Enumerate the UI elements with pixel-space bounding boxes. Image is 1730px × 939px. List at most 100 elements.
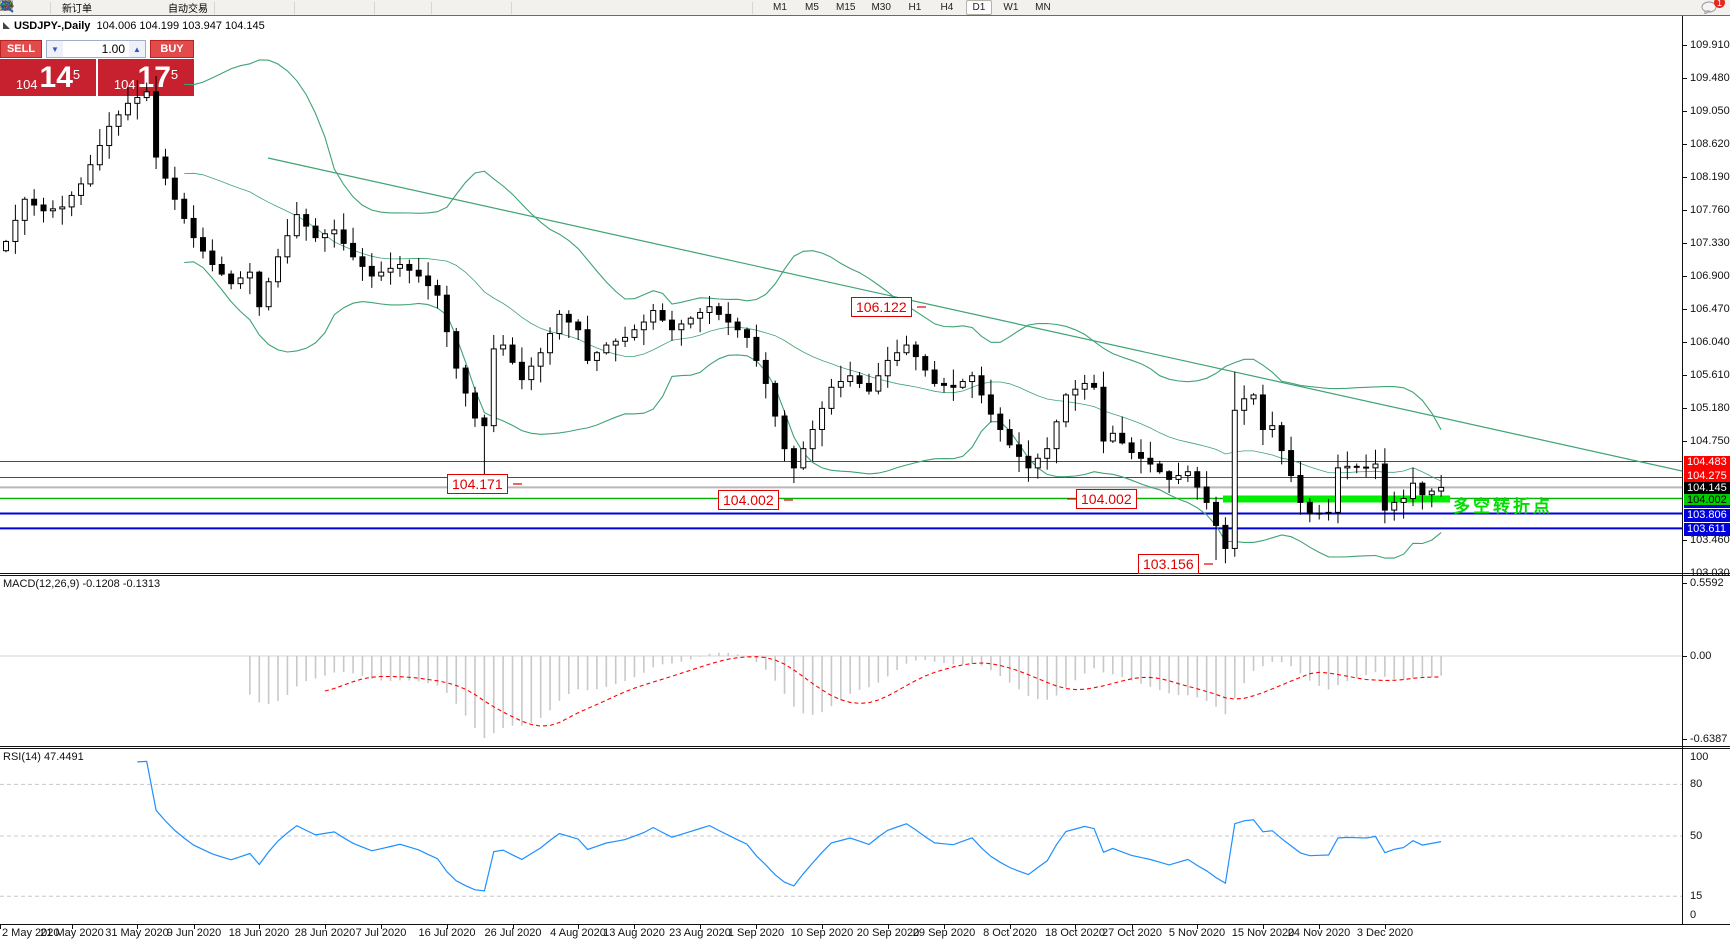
macd-axis-tick [1683, 656, 1687, 657]
price-line-label: 103.611 [1684, 523, 1730, 536]
price-axis-label: 106.900 [1690, 270, 1730, 282]
time-axis-label: 7 Jul 2020 [355, 927, 407, 939]
autotrade-label: 自动交易 [168, 4, 208, 15]
price-axis-label: 109.910 [1690, 39, 1730, 51]
sell-button[interactable]: SELL [0, 40, 42, 58]
volume-increase-button[interactable]: ▲ [129, 41, 145, 57]
time-axis-label: 13 Aug 2020 [603, 927, 665, 939]
macd-panel-separator[interactable] [0, 573, 1730, 576]
time-axis-tick [1319, 925, 1320, 929]
text-icon[interactable]: A [2, 0, 703, 15]
timeframe-w1[interactable]: W1 [1003, 2, 1019, 13]
rsi-axis-label: 0 [1690, 909, 1697, 921]
buy-price-int: 104 [113, 77, 136, 92]
time-axis-tick [1132, 925, 1133, 929]
volume-input[interactable] [63, 41, 129, 57]
time-axis-label: 18 Oct 2020 [1045, 927, 1105, 939]
time-axis-tick [634, 925, 635, 929]
new-order-label: 新订单 [62, 4, 92, 15]
price-axis-tick [1683, 309, 1687, 310]
timeframe-m30[interactable]: M30 [871, 2, 891, 13]
rsi-panel-separator[interactable] [0, 746, 1730, 749]
time-axis-tick [1010, 925, 1011, 929]
price-axis-label: 109.480 [1690, 72, 1730, 84]
time-axis-label: 2 May 2020 [2, 927, 60, 939]
time-axis-tick [944, 925, 945, 929]
price-axis-tick [1683, 540, 1687, 541]
time-axis-label: 31 May 2020 [105, 927, 169, 939]
volume-stepper: ▼ ▲ [46, 40, 146, 58]
buy-price-big: 17 [137, 61, 171, 94]
price-axis-tick [1683, 342, 1687, 343]
volume-decrease-button[interactable]: ▼ [47, 41, 63, 57]
price-annotation: 106.122 [851, 297, 912, 317]
time-axis-label: 24 Nov 2020 [1287, 927, 1351, 939]
time-axis-label: 26 Jul 2020 [484, 927, 542, 939]
time-axis-tick [325, 925, 326, 929]
time-axis-tick [1385, 925, 1386, 929]
timeframe-m1[interactable]: M1 [773, 2, 787, 13]
chart-ohlc-values: 104.006 104.199 103.947 104.145 [96, 20, 265, 32]
sell-price-sup: 5 [72, 67, 81, 82]
buy-button[interactable]: BUY [150, 40, 194, 58]
time-axis-label: 4 Aug 2020 [550, 927, 606, 939]
price-axis-label: 107.330 [1690, 237, 1730, 249]
price-axis-tick [1683, 144, 1687, 145]
chart-corner-icon [3, 22, 10, 29]
timeframe-h4[interactable]: H4 [940, 2, 954, 13]
time-axis-label: 9 Jun 2020 [166, 927, 222, 939]
price-axis-tick [1683, 375, 1687, 376]
time-axis-border [0, 924, 1730, 925]
price-axis-label: 108.620 [1690, 138, 1730, 150]
time-axis-label: 23 Aug 2020 [669, 927, 731, 939]
svg-text:A: A [2, 1, 9, 11]
macd-axis-label: -0.6387 [1690, 733, 1728, 745]
time-axis-label: 20 Sep 2020 [856, 927, 920, 939]
macd-axis-tick [1683, 583, 1687, 584]
price-axis-tick [1683, 111, 1687, 112]
time-axis-tick [822, 925, 823, 929]
time-axis-tick [1075, 925, 1076, 929]
timeframe-h1[interactable]: H1 [908, 2, 922, 13]
price-axis-label: 106.040 [1690, 336, 1730, 348]
time-axis-label: 29 Sep 2020 [912, 927, 976, 939]
price-axis-tick [1683, 276, 1687, 277]
macd-axis-label: 0.5592 [1690, 577, 1724, 589]
price-axis-border [1682, 16, 1683, 924]
sell-price-display[interactable]: 104 14 5 [0, 59, 96, 96]
timeframe-d1[interactable]: D1 [965, 0, 992, 15]
price-axis-label: 109.050 [1690, 105, 1730, 117]
time-axis-label: 15 Nov 2020 [1231, 927, 1295, 939]
sell-price-int: 104 [15, 77, 38, 92]
price-axis-label: 106.470 [1690, 303, 1730, 315]
macd-axis-label: 0.00 [1690, 650, 1712, 662]
time-axis-label: 1 Sep 2020 [727, 927, 785, 939]
notifications-bubble-icon[interactable]: 1 [1700, 0, 1725, 15]
price-line-label: 104.483 [1684, 456, 1730, 469]
time-axis-tick [1197, 925, 1198, 929]
search-icon[interactable] [0, 0, 1699, 15]
time-axis-label: 16 Jul 2020 [418, 927, 476, 939]
price-annotation: 103.156 [1138, 554, 1199, 574]
price-axis-tick [1683, 45, 1687, 46]
turning-point-annotation: 多空转折点 [1453, 497, 1553, 516]
price-line-label: 104.002 [1684, 494, 1730, 507]
timeframe-m15[interactable]: M15 [836, 2, 856, 13]
timeframe-m5[interactable]: M5 [805, 2, 819, 13]
time-axis-tick [259, 925, 260, 929]
price-annotation: 104.171 [447, 474, 508, 494]
macd-axis-tick [1683, 739, 1687, 740]
buy-price-sup: 5 [170, 67, 179, 82]
price-axis-label: 108.190 [1690, 171, 1730, 183]
toolbar-separator [752, 1, 758, 14]
price-axis-label: 105.610 [1690, 369, 1730, 381]
price-axis-label: 104.750 [1690, 435, 1730, 447]
timeframe-mn[interactable]: MN [1035, 2, 1051, 13]
price-axis-tick [1683, 243, 1687, 244]
buy-price-display[interactable]: 104 17 5 [98, 59, 194, 96]
time-axis-label: 5 Nov 2020 [1168, 927, 1226, 939]
price-axis-label: 105.180 [1690, 402, 1730, 414]
time-axis-tick [700, 925, 701, 929]
price-axis-label: 103.460 [1690, 534, 1730, 546]
